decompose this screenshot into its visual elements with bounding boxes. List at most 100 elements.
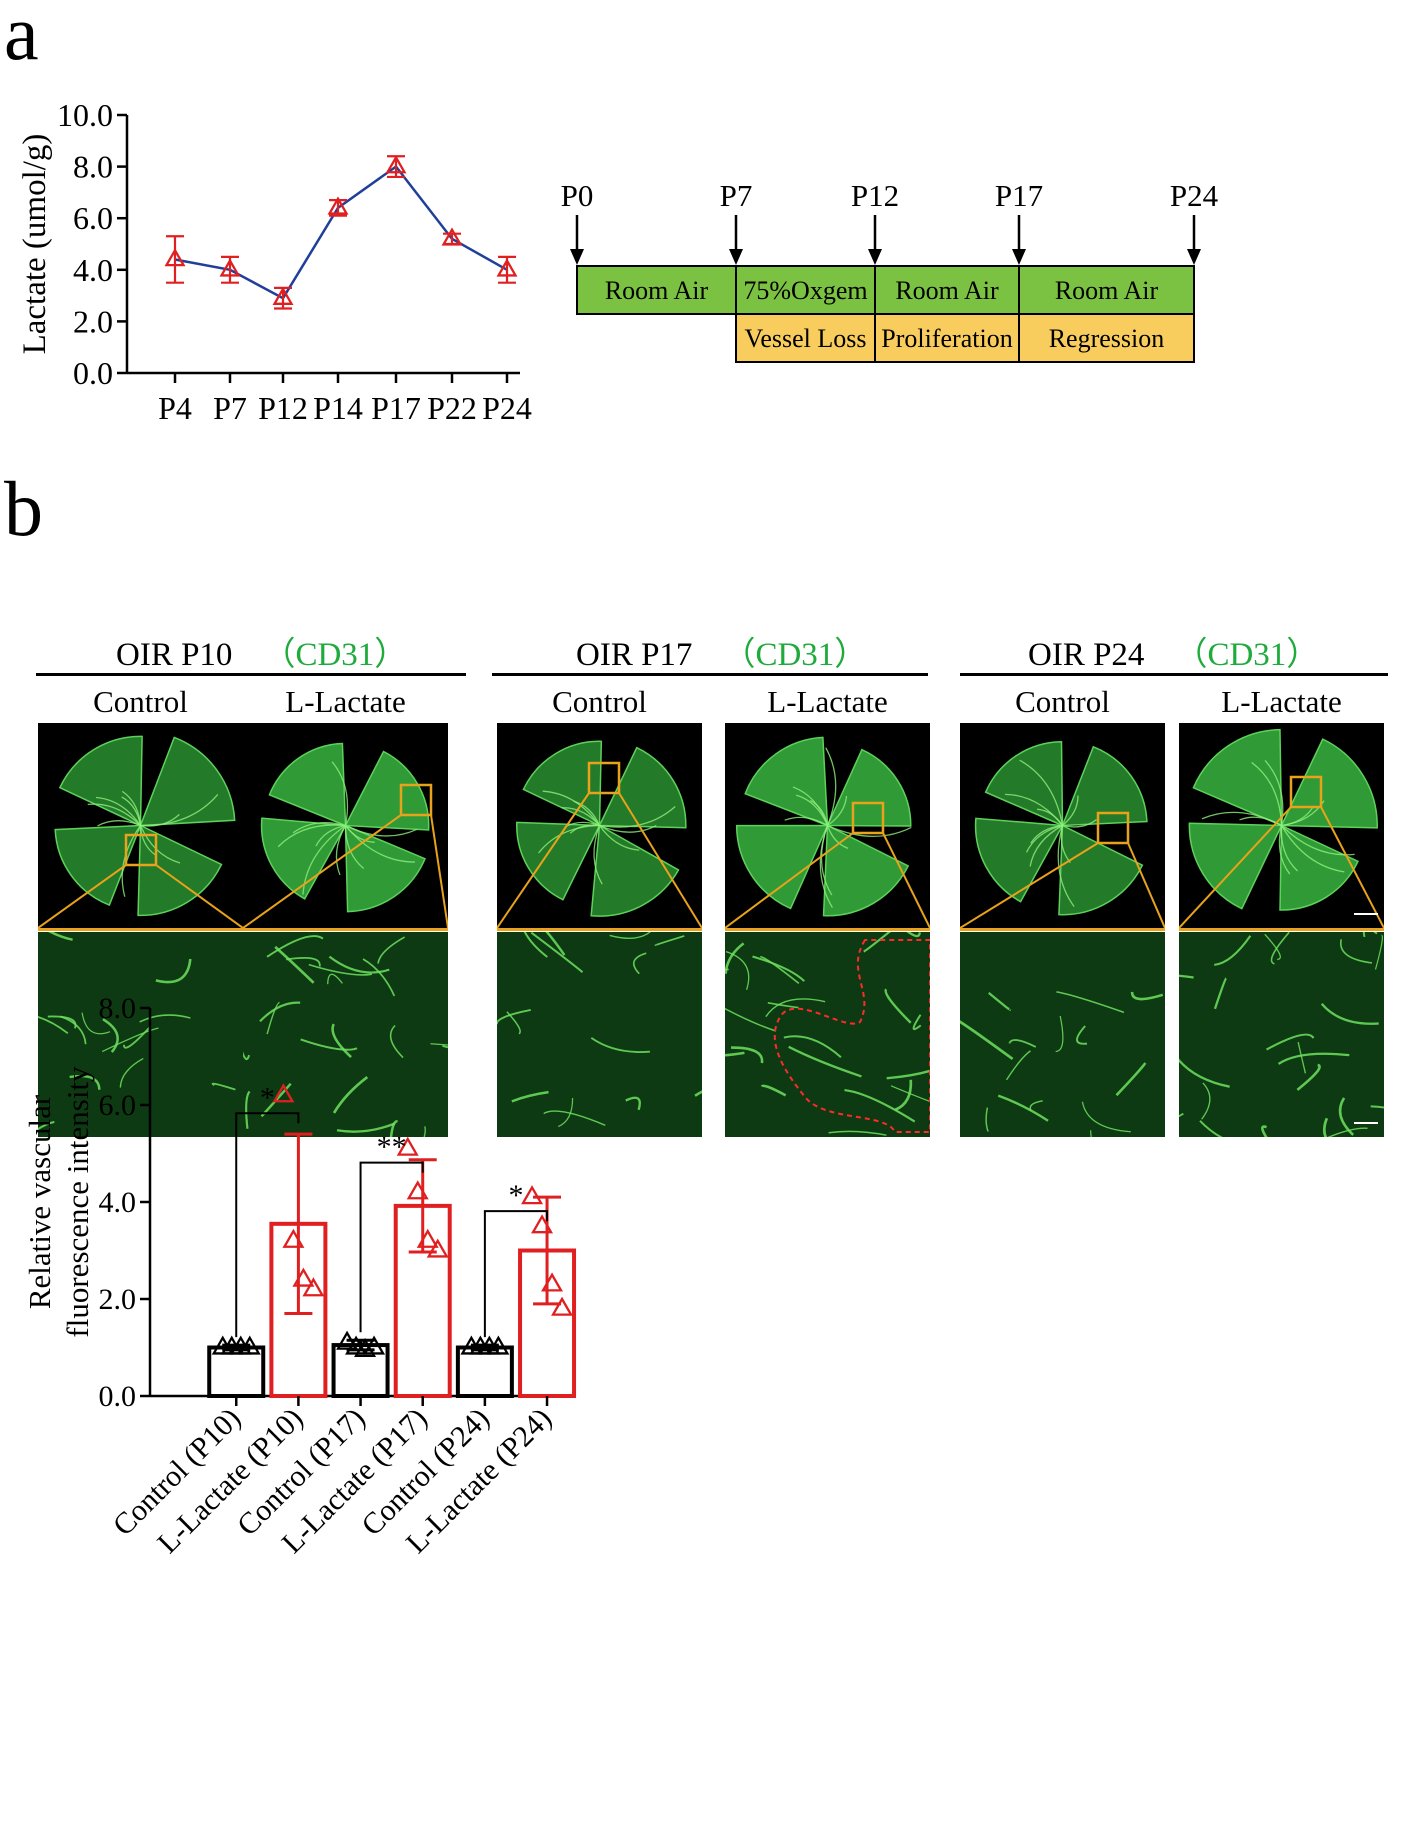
retina-zoom-graphic [243, 935, 448, 1137]
vessel [292, 822, 346, 834]
y-axis-label-line2: fluorescence intensity [60, 1066, 95, 1338]
y-tick-label: 2.0 [73, 303, 113, 339]
vessel [101, 1027, 159, 1053]
y-axis-label-line1: Relative vascular [22, 1094, 57, 1309]
data-point-marker [272, 1083, 295, 1103]
vessel [760, 1084, 787, 1097]
condition-label: L-Lactate [285, 684, 406, 719]
zoom-connector-line [497, 792, 590, 928]
vessel [362, 958, 396, 997]
lactate-series-line [174, 164, 508, 300]
timeline-arrow-head [1012, 249, 1026, 265]
data-point-marker [282, 1228, 305, 1248]
vessel [155, 958, 192, 984]
data-point-marker [363, 1335, 386, 1355]
retina-petal [260, 817, 347, 900]
vessel [632, 952, 647, 975]
zoom-connector-line [882, 832, 930, 928]
vessel [423, 1126, 426, 1137]
vessel [1130, 991, 1164, 1001]
zoom-edge [497, 928, 702, 931]
vessel [87, 803, 141, 826]
timeline-phase-label: Room Air [1055, 276, 1159, 305]
timeline-marker-label: P0 [561, 178, 594, 213]
x-tick-label: P24 [482, 390, 532, 426]
x-tick-label: P14 [313, 390, 363, 426]
vessel [1179, 1112, 1184, 1118]
vessel [912, 1014, 922, 1031]
vessel [1370, 1105, 1384, 1109]
retina-petal [826, 748, 912, 827]
retina-petal [139, 736, 236, 827]
panel-a-letter: a [4, 0, 39, 76]
vessel [1056, 991, 1125, 1014]
data-point-marker [531, 1214, 554, 1234]
vessel [1076, 1025, 1088, 1045]
vessel [557, 1097, 574, 1128]
vessel [300, 1038, 358, 1051]
vessel [1030, 824, 1063, 844]
timeline-marker-label: P24 [1170, 178, 1219, 213]
vessel [725, 1007, 777, 1032]
zoom-connector-line [1320, 806, 1384, 928]
vessel [1270, 932, 1290, 965]
vessel [286, 957, 321, 967]
vessel [119, 1057, 144, 1088]
vessel [543, 1110, 606, 1126]
retina-flatmount-graphic [1188, 728, 1378, 911]
group-rule [492, 673, 928, 676]
zoom-connector-line [243, 814, 402, 928]
data-point-marker [426, 1238, 449, 1258]
zoom-connector-line [1179, 806, 1292, 928]
vessel [523, 932, 548, 958]
vessel [259, 1001, 301, 1023]
timeline-stage-box [874, 313, 1020, 363]
zoom-connector [1179, 806, 1384, 928]
y-tick-label: 2.0 [99, 1283, 137, 1316]
panel-b-letter: b [4, 465, 43, 552]
retina-zoom-image [960, 932, 1165, 1137]
retina-petal [344, 824, 426, 913]
roi-box [1289, 775, 1323, 809]
retina-zoom-image [38, 932, 243, 1137]
timeline-phase-label: Room Air [895, 276, 999, 305]
oir-timeline: P0 P7 P12 P17 P24 Room Air 75%Oxgem Room Air Ro… [561, 178, 1219, 363]
vessel [1081, 1101, 1131, 1133]
vessel [389, 1024, 404, 1059]
stain-label: （CD31） [1174, 637, 1320, 673]
timeline-phase-box [735, 265, 876, 315]
data-point-marker [292, 1267, 315, 1287]
data-point-marker [354, 1337, 377, 1358]
vessel [511, 1090, 549, 1103]
data-point-marker [441, 227, 463, 246]
vessel [809, 799, 829, 826]
roi-box [1096, 811, 1130, 845]
vessel [826, 825, 849, 849]
zoom-connector [497, 792, 702, 928]
retina-flatmount-graphic [54, 735, 236, 917]
significance-label: * [508, 1179, 523, 1212]
significance-bracket [483, 1210, 549, 1338]
vessel [825, 747, 837, 826]
retina-petal [516, 821, 601, 901]
vessel [654, 935, 685, 947]
vessel [139, 1014, 191, 1023]
retina-flatmount-image [38, 723, 243, 928]
bar [207, 1345, 266, 1398]
timeline-phase-label: Room Air [605, 276, 709, 305]
group-rule [36, 673, 466, 676]
vessel [430, 1043, 448, 1046]
retina-petal [54, 824, 142, 907]
retina-flatmount-graphic [260, 742, 433, 913]
vessel [863, 932, 891, 953]
vessel [827, 795, 848, 827]
timeline-phase-box [576, 265, 737, 315]
vessel [331, 761, 349, 826]
group-rule [960, 673, 1388, 676]
vessel [1115, 1062, 1147, 1097]
vessel [1057, 825, 1075, 908]
vessel [1029, 824, 1063, 867]
vessel [1214, 935, 1252, 966]
vessel [752, 955, 805, 982]
vessel [97, 820, 141, 827]
